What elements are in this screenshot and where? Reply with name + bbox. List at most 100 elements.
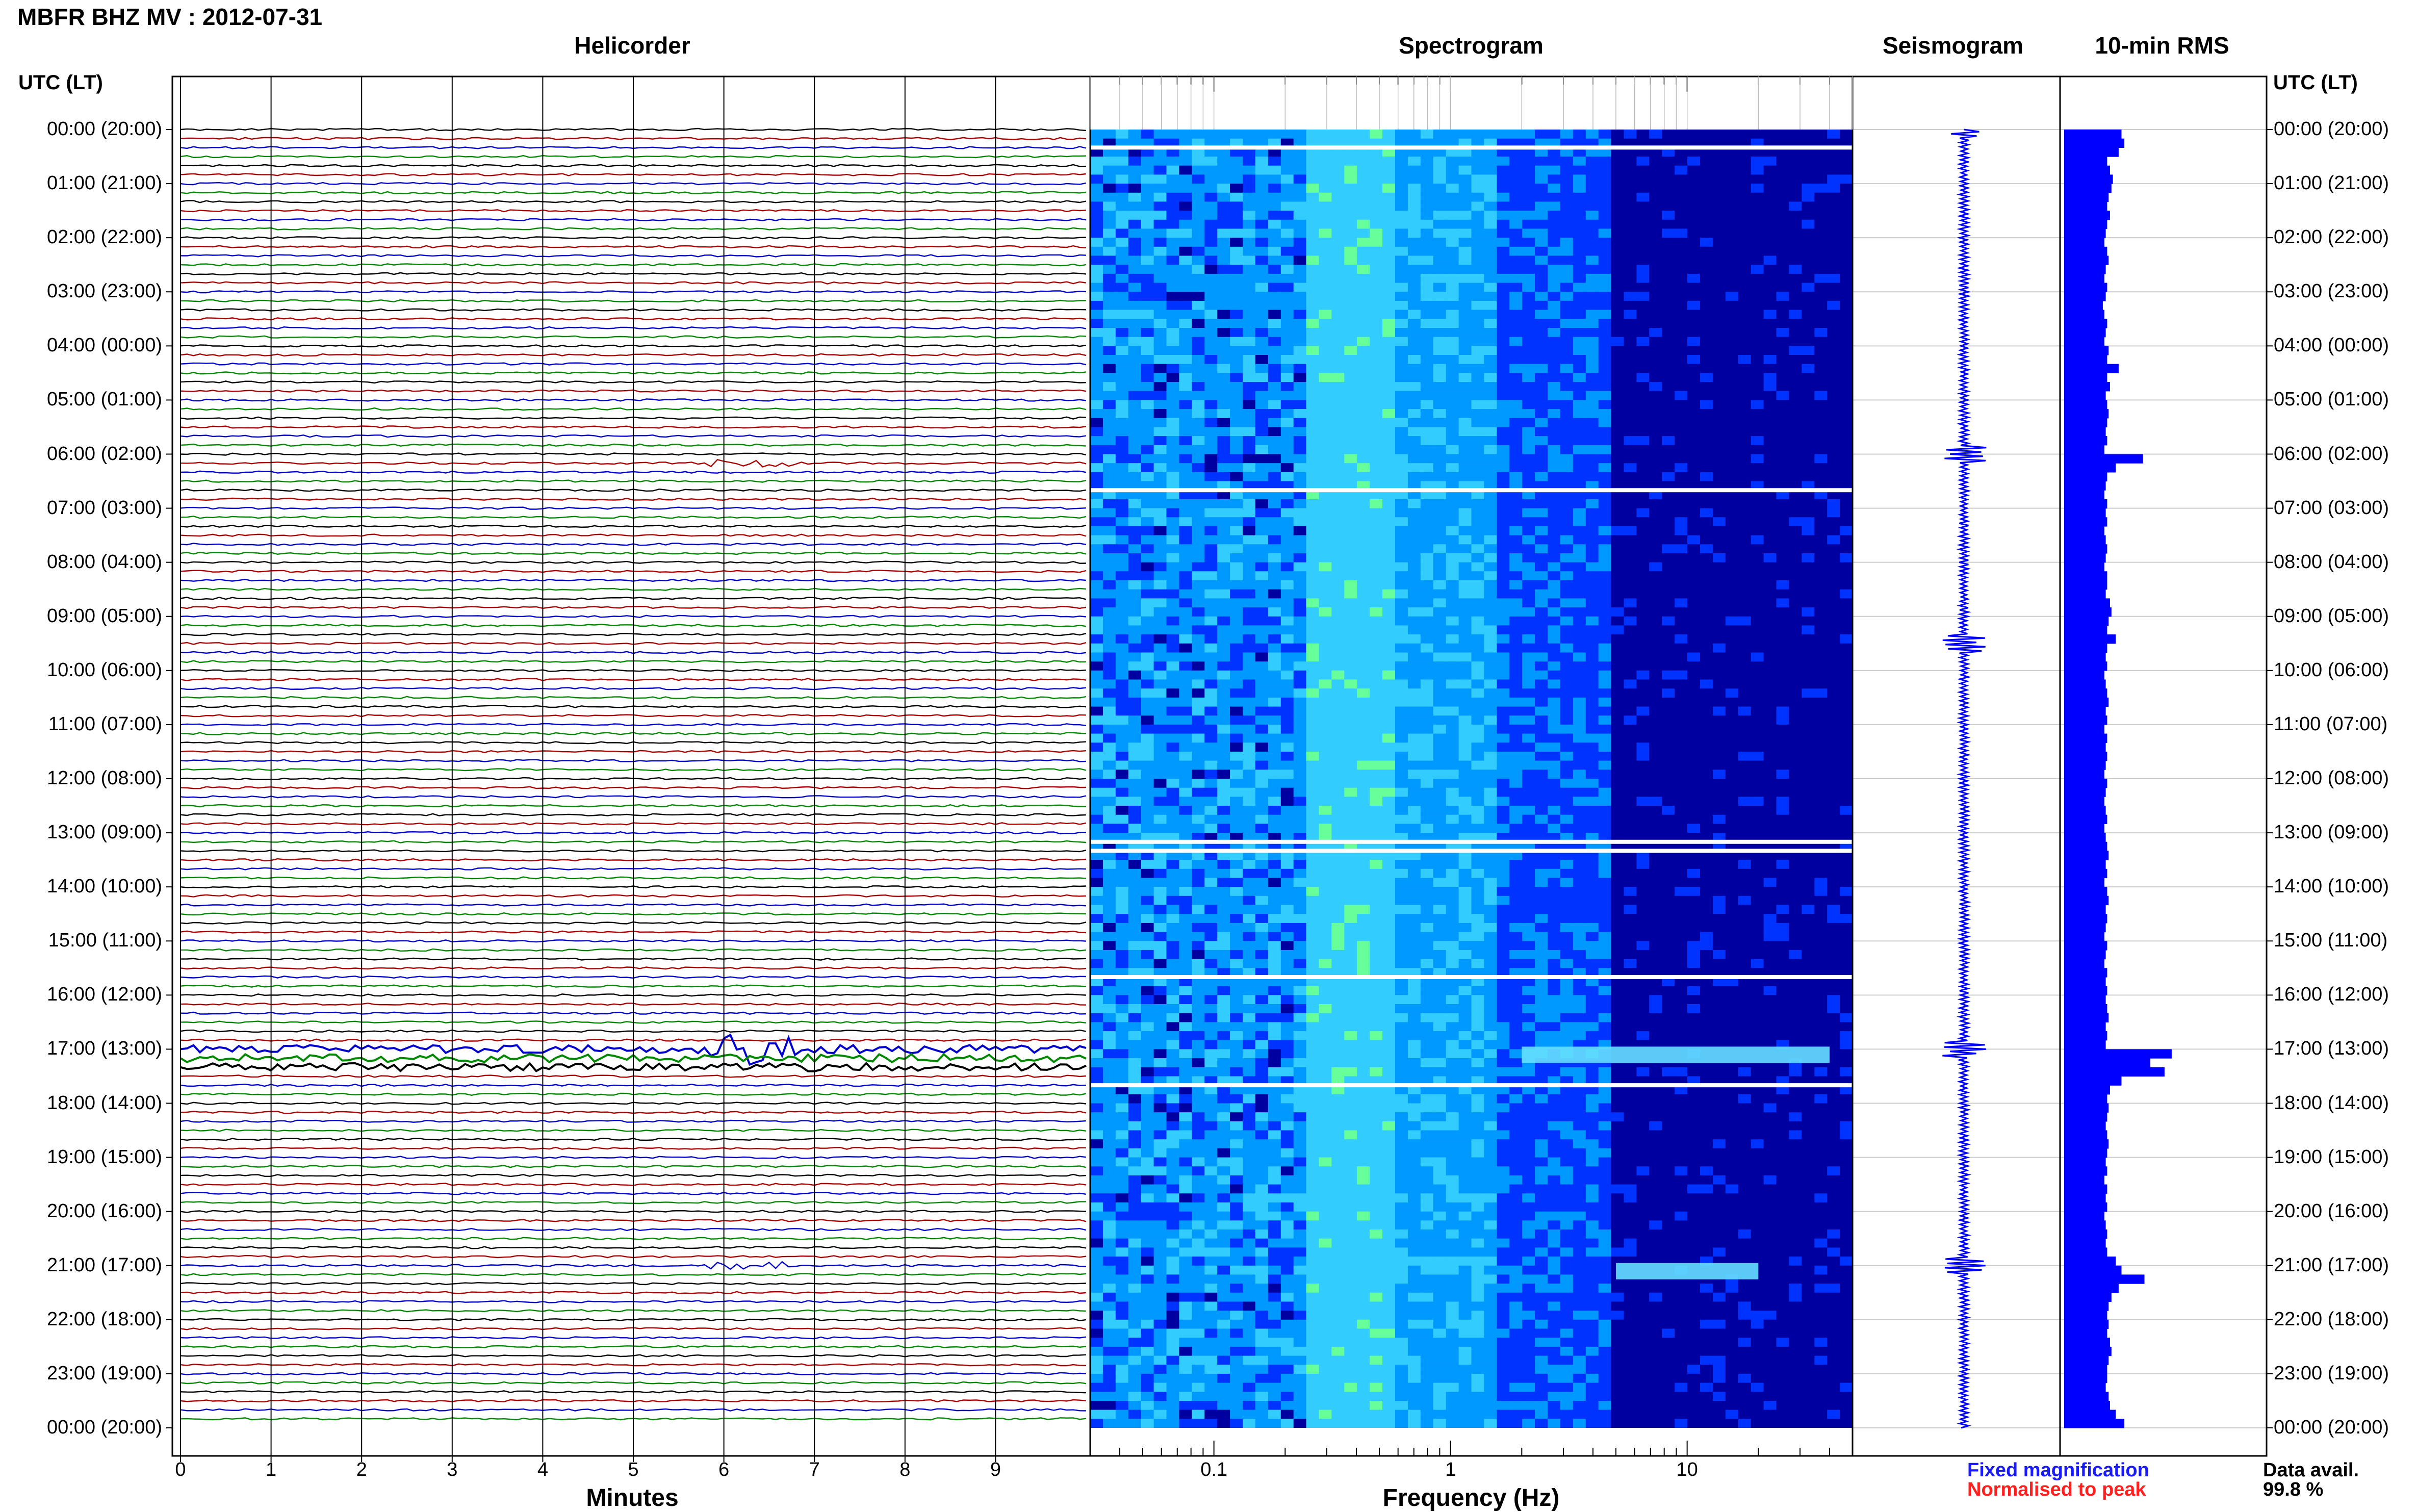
spectrogram-cell — [1382, 1365, 1396, 1374]
spectrogram-cell — [1281, 1058, 1294, 1068]
spectrogram-cell — [1141, 806, 1154, 815]
spectrogram-cell — [1370, 995, 1383, 1005]
spectrogram-cell — [1395, 517, 1408, 527]
spectrogram-cell — [1116, 1410, 1129, 1420]
spectrogram-cell — [1217, 1031, 1230, 1041]
spectrogram-cell — [1116, 571, 1129, 581]
spectrogram-cell — [1268, 725, 1281, 734]
spectrogram-cell — [1268, 878, 1281, 888]
spectrogram-cell — [1344, 896, 1357, 906]
spectrogram-cell — [1370, 580, 1383, 590]
spectrogram-cell — [1331, 319, 1345, 328]
spectrogram-cell — [1497, 1004, 1510, 1014]
spectrogram-cell — [1192, 598, 1205, 608]
spectrogram-cell — [1255, 715, 1269, 725]
spectrogram-cell — [1509, 932, 1523, 942]
spectrogram-cell — [1472, 1320, 1485, 1329]
spectrogram-cell — [1472, 644, 1485, 653]
spectrogram-cell — [1306, 1175, 1320, 1185]
spectrogram-cell — [1167, 671, 1180, 680]
spectrogram-cell — [1395, 590, 1408, 599]
spectrogram-cell — [1472, 806, 1485, 815]
spectrogram-cell — [1382, 328, 1396, 338]
spectrogram-cell — [1382, 201, 1396, 211]
spectrogram-cell — [1255, 238, 1269, 247]
spectrogram-cell — [1370, 174, 1383, 184]
spectrogram-cell — [1331, 1158, 1345, 1167]
spectrogram-cell — [1459, 1257, 1472, 1266]
spectrogram-cell — [1357, 499, 1370, 509]
spectrogram-cell — [1433, 797, 1447, 806]
spectrogram-cell — [1497, 1239, 1510, 1248]
spectrogram-cell — [1484, 1094, 1497, 1104]
spectrogram-cell — [1306, 535, 1320, 545]
spectrogram-cell — [1281, 932, 1294, 942]
spectrogram-cell — [1090, 905, 1103, 915]
spectrogram-cell — [1103, 1419, 1116, 1428]
spectrogram-cell — [1497, 1202, 1510, 1212]
spectrogram-cell — [1319, 184, 1332, 193]
spectrogram-cell — [1344, 1148, 1357, 1158]
spectrogram-cell — [1167, 1058, 1180, 1068]
spectrogram-cell — [1230, 364, 1243, 374]
spectrogram-cell — [1294, 1104, 1307, 1113]
spectrogram-cell — [1167, 1004, 1180, 1014]
spectrogram-cell — [1446, 1284, 1459, 1293]
spectrogram-cell — [1268, 1112, 1281, 1122]
spectrogram-cell — [1497, 499, 1510, 509]
spectrogram-cell — [1154, 1401, 1167, 1411]
spectrogram-cell — [1167, 184, 1180, 193]
spectrogram-cell — [1179, 797, 1192, 806]
spectrogram-cell — [1357, 373, 1370, 382]
spectrogram-cell — [1408, 364, 1421, 374]
spectrogram-cell — [1433, 517, 1447, 527]
spectrogram-cell — [1446, 201, 1459, 211]
spectrogram-cell — [1116, 815, 1129, 825]
spectrogram-cell — [1116, 211, 1129, 220]
spectrogram-cell — [1306, 1094, 1320, 1104]
spectrogram-cell — [1370, 301, 1383, 311]
spectrogram-cell — [1103, 364, 1116, 374]
spectrogram-cell — [1192, 580, 1205, 590]
spectrogram-cell — [1446, 1148, 1459, 1158]
spectrogram-cell — [1179, 184, 1192, 193]
spectrogram-cell — [1421, 265, 1434, 274]
spectrogram-cell — [1090, 1284, 1103, 1293]
spectrogram-cell — [1090, 860, 1103, 869]
spectrogram-cell — [1370, 508, 1383, 518]
spectrogram-cell — [1281, 715, 1294, 725]
spectrogram-cell — [1484, 617, 1497, 626]
spectrogram-cell — [1357, 914, 1370, 924]
spectrogram-cell — [1230, 590, 1243, 599]
spectrogram-cell — [1446, 725, 1459, 734]
spectrogram-cell — [1103, 355, 1116, 365]
spectrogram-cell — [1408, 508, 1421, 518]
spectrogram-cell — [1319, 346, 1332, 355]
spectrogram-cell — [1319, 1040, 1332, 1050]
spectrogram-cell — [1268, 364, 1281, 374]
spectrogram-cell — [1382, 1284, 1396, 1293]
spectrogram-cell — [1243, 698, 1256, 707]
spectrogram-cell — [1255, 995, 1269, 1005]
spectrogram-cell — [1090, 1185, 1103, 1194]
spectrogram-cell — [1459, 815, 1472, 825]
spectrogram-cell — [1116, 1257, 1129, 1266]
spectrogram-cell — [1128, 1004, 1142, 1014]
spectrogram-cell — [1217, 319, 1230, 328]
spectrogram-cell — [1243, 382, 1256, 392]
spectrogram-cell — [1230, 1058, 1243, 1068]
spectrogram-cell — [1370, 1320, 1383, 1329]
spectrogram-cell — [1509, 688, 1523, 698]
spectrogram-cell — [1204, 661, 1218, 671]
spectrogram-cell — [1319, 1374, 1332, 1383]
spectrogram-cell — [1497, 1347, 1510, 1356]
spectrogram-cell — [1446, 1320, 1459, 1329]
spectrogram-cell — [1103, 526, 1116, 536]
spectrogram-cell — [1268, 1139, 1281, 1149]
spectrogram-cell — [1357, 445, 1370, 455]
spectrogram-cell — [1319, 959, 1332, 969]
spectrogram-cell — [1281, 571, 1294, 581]
spectrogram-cell — [1382, 553, 1396, 563]
spectrogram-cell — [1344, 625, 1357, 635]
spectrogram-cell — [1370, 436, 1383, 446]
